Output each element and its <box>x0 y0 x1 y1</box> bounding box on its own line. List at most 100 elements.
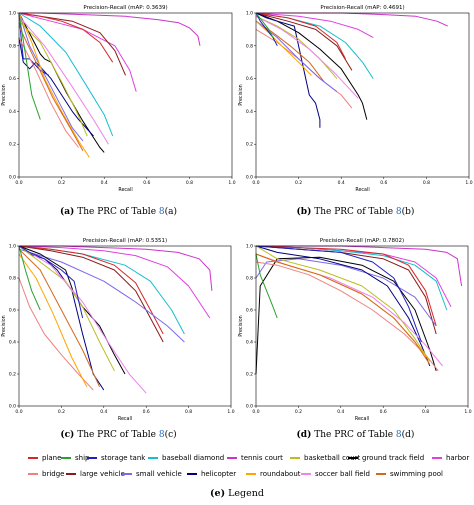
series-line-small-vehicle <box>18 248 185 343</box>
chart-title: Precision-Recall (mAP: 0.4691) <box>320 5 404 11</box>
caption-b: (b) The PRC of Table 8(b) <box>237 207 474 217</box>
x-tick-label: 0.6 <box>143 409 150 415</box>
legend-label: bridge <box>42 470 65 478</box>
x-tick-label: 0.2 <box>58 409 65 415</box>
y-tick-label: 0.4 <box>9 109 16 115</box>
axes-frame <box>18 245 232 407</box>
series-line-storage-tank <box>18 245 84 319</box>
y-tick-label: 0.6 <box>246 76 253 82</box>
x-tick-label: 0.0 <box>252 409 259 415</box>
caption-text: The PRC of Table <box>314 430 396 440</box>
y-tick-label: 0.0 <box>9 175 16 181</box>
series-line-helicopter <box>255 12 321 128</box>
caption-suffix: (b) <box>401 207 415 217</box>
series-line-basketball-court <box>255 15 338 79</box>
legend-label: helicopter <box>201 470 237 478</box>
x-tick-label: 0.8 <box>423 180 430 186</box>
x-tick-label: 1.0 <box>464 409 471 415</box>
legend-label: roundabout <box>260 470 301 478</box>
caption-text: The PRC of Table <box>77 430 159 440</box>
pr-chart: Precision-Recall (mAP: 0.5351) 0.00.0 0.2 0… <box>1 238 235 422</box>
legend-swatch <box>28 473 38 475</box>
series-line-harbor <box>18 12 137 92</box>
x-tick-label: 0.4 <box>337 409 344 415</box>
y-tick-label: 0.2 <box>246 142 253 148</box>
series-line-large-vehicle <box>18 245 164 343</box>
caption-suffix: (d) <box>401 430 415 440</box>
table-ref-link[interactable]: 8 <box>395 207 402 217</box>
caption-suffix: (a) <box>164 207 178 217</box>
series-line-swimming-pool <box>255 253 431 365</box>
legend-label: basketball court <box>304 454 361 462</box>
y-tick-label: 0.4 <box>246 340 253 346</box>
series-line-ship <box>255 12 274 38</box>
plot-area <box>256 246 468 406</box>
x-tick-label: 1.0 <box>227 409 234 415</box>
y-tick-label: 0.4 <box>9 340 16 346</box>
caption-text: The PRC of Table <box>314 207 396 217</box>
table-ref-link[interactable]: 8 <box>395 430 402 440</box>
series-line-large-vehicle <box>255 12 353 71</box>
legend-swatch <box>122 473 132 475</box>
caption-d: (d) The PRC of Table 8(d) <box>237 430 474 440</box>
x-tick-label: 0.0 <box>15 180 22 186</box>
legend-swatch <box>301 473 311 475</box>
series-line-helicopter <box>255 245 431 367</box>
x-tick-label: 0.6 <box>380 409 387 415</box>
legend-label: plane <box>42 454 62 462</box>
y-axis-label: Precision <box>238 84 244 105</box>
pr-chart: Precision-Recall (mAP: 0.3639) 0.00.0 0.2 0… <box>1 5 236 193</box>
x-tick-label: 1.0 <box>465 180 472 186</box>
series-line-plane <box>255 245 437 327</box>
plot-area <box>256 13 469 177</box>
legend-swatch <box>87 457 97 459</box>
y-tick-label: 1.0 <box>246 11 253 17</box>
series-line-tennis-court <box>19 12 201 46</box>
table-ref-link[interactable]: 8 <box>158 430 165 440</box>
series-line-plane <box>255 12 346 60</box>
series-line-baseball-diamond <box>18 12 114 137</box>
series-line-basketball-court <box>255 245 431 362</box>
chart-panel-b: Precision-Recall (mAP: 0.4691) 0.0 0.0 0.2 0… <box>237 0 474 220</box>
y-tick-label: 0.0 <box>246 175 253 181</box>
legend-label: ship <box>75 454 90 462</box>
legend-label: harbor <box>446 454 470 462</box>
series-line-swimming-pool <box>18 25 84 152</box>
table-ref-link[interactable]: 8 <box>158 207 165 217</box>
caption-letter: (a) <box>59 207 75 217</box>
x-tick-label: 0.8 <box>422 409 429 415</box>
legend-swatch <box>148 457 158 459</box>
y-tick-label: 0.8 <box>246 43 253 49</box>
x-tick-label: 0.8 <box>185 409 192 415</box>
series-line-swimming-pool <box>255 20 325 83</box>
legend-label: baseball diamond <box>162 454 225 462</box>
series-line-plane <box>18 12 114 63</box>
y-tick-label: 0.0 <box>246 404 253 410</box>
x-tick-label: 1.0 <box>228 180 235 186</box>
legend-label: large vehicle <box>80 470 125 478</box>
series-line-soccer-ball-field <box>255 15 359 99</box>
legend-caption-letter: (e) <box>210 488 226 499</box>
y-tick-label: 0.2 <box>246 372 253 378</box>
series-line-small-vehicle <box>255 258 437 327</box>
y-tick-label: 1.0 <box>246 244 253 250</box>
y-axis-label: Precision <box>238 315 244 336</box>
x-axis-label: Recall <box>118 416 132 422</box>
chart-title: Precision-Recall (mAP: 0.3639) <box>83 5 167 11</box>
x-axis-label: Recall <box>355 187 369 193</box>
series-line-soccer-ball-field <box>18 245 147 394</box>
series-line-roundabout <box>255 20 312 76</box>
axes-frame <box>255 12 470 178</box>
x-tick-label: 0.0 <box>252 180 259 186</box>
y-tick-label: 0.6 <box>246 308 253 314</box>
series-line-roundabout <box>18 12 90 158</box>
caption-letter: (c) <box>60 430 75 440</box>
caption-letter: (b) <box>296 207 312 217</box>
series-line-ground-track-field <box>255 256 437 375</box>
y-tick-label: 0.6 <box>9 308 16 314</box>
x-tick-label: 0.4 <box>101 180 108 186</box>
x-tick-label: 0.2 <box>295 409 302 415</box>
legend-swatch <box>187 473 197 475</box>
y-tick-label: 0.8 <box>246 276 253 282</box>
series-line-helicopter <box>18 37 94 137</box>
